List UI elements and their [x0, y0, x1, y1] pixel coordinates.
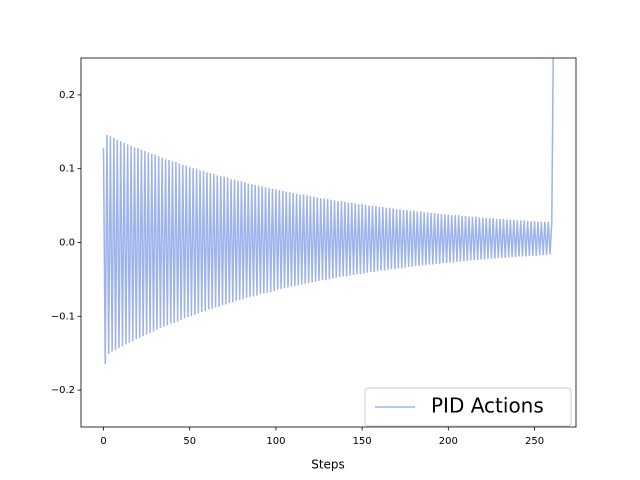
- y-tick-label: 0.0: [59, 238, 75, 249]
- x-tick-label: 100: [266, 436, 285, 447]
- x-tick-label: 150: [353, 436, 372, 447]
- legend-label: PID Actions: [431, 394, 544, 418]
- x-tick-label: 50: [183, 436, 196, 447]
- plot-area: [102, 58, 554, 365]
- x-tick-label: 200: [439, 436, 458, 447]
- data-line: [102, 58, 554, 365]
- y-tick-label: −0.1: [51, 311, 75, 322]
- x-axis-label: Steps: [311, 458, 345, 472]
- y-tick-label: 0.1: [59, 164, 75, 175]
- x-tick-label: 0: [100, 436, 106, 447]
- y-tick-label: 0.2: [59, 90, 75, 101]
- legend-box: [364, 387, 572, 427]
- x-tick-label: 250: [525, 436, 544, 447]
- legend: PID Actions: [364, 387, 572, 427]
- y-tick-label: −0.2: [51, 385, 75, 396]
